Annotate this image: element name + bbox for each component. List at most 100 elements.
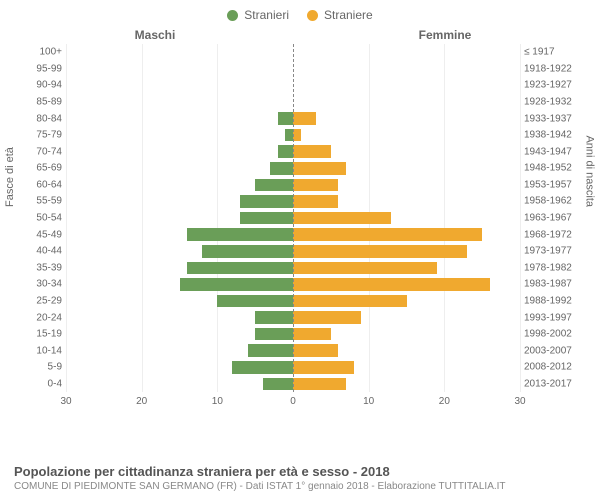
bar-female [293, 262, 437, 275]
bar-female [293, 179, 338, 192]
y-axis-label-left: Fasce di età [4, 147, 16, 207]
bar-male [255, 328, 293, 341]
birth-year-label: 1938-1942 [524, 130, 580, 141]
birth-year-label: 1943-1947 [524, 146, 580, 157]
bar-female [293, 212, 391, 225]
birth-year-label: 1978-1982 [524, 262, 580, 273]
birth-year-label: 1948-1952 [524, 163, 580, 174]
age-label: 75-79 [20, 130, 62, 141]
header-female: Femmine [300, 28, 580, 42]
chart-title: Popolazione per cittadinanza straniera p… [14, 464, 506, 479]
age-label: 90-94 [20, 80, 62, 91]
pyramid-chart: Maschi Femmine Fasce di età Anni di nasc… [20, 26, 580, 416]
bar-male [263, 378, 293, 391]
age-label: 0-4 [20, 378, 62, 389]
legend-item-male: Stranieri [227, 8, 289, 22]
birth-year-label: 2003-2007 [524, 345, 580, 356]
legend-item-female: Straniere [307, 8, 373, 22]
bar-female [293, 112, 316, 125]
birth-year-label: 1933-1937 [524, 113, 580, 124]
legend-label-male: Stranieri [244, 8, 289, 22]
bar-male [278, 145, 293, 158]
age-label: 45-49 [20, 229, 62, 240]
chart-footer: Popolazione per cittadinanza straniera p… [14, 464, 506, 492]
chart-subtitle: COMUNE DI PIEDIMONTE SAN GERMANO (FR) - … [14, 481, 506, 492]
swatch-female [307, 10, 318, 21]
age-label: 70-74 [20, 146, 62, 157]
column-headers: Maschi Femmine [20, 28, 580, 42]
birth-year-label: 1983-1987 [524, 279, 580, 290]
swatch-male [227, 10, 238, 21]
x-tick: 20 [136, 396, 147, 407]
bar-male [270, 162, 293, 175]
birth-year-label: 2013-2017 [524, 378, 580, 389]
age-label: 5-9 [20, 362, 62, 373]
birth-year-label: 1918-1922 [524, 63, 580, 74]
birth-year-label: 1958-1962 [524, 196, 580, 207]
birth-year-label: 1973-1977 [524, 246, 580, 257]
bar-male [278, 112, 293, 125]
bar-female [293, 129, 301, 142]
birth-year-label: 1963-1967 [524, 213, 580, 224]
bar-male [180, 278, 294, 291]
birth-year-label: 2008-2012 [524, 362, 580, 373]
y-axis-label-right: Anni di nascita [584, 135, 596, 207]
bar-female [293, 228, 482, 241]
bar-female [293, 162, 346, 175]
bar-male [255, 179, 293, 192]
x-tick: 10 [212, 396, 223, 407]
age-label: 55-59 [20, 196, 62, 207]
bar-male [232, 361, 293, 374]
bar-female [293, 361, 354, 374]
birth-year-label: 1953-1957 [524, 179, 580, 190]
bar-female [293, 328, 331, 341]
age-label: 10-14 [20, 345, 62, 356]
age-label: 60-64 [20, 179, 62, 190]
birth-year-label: 1993-1997 [524, 312, 580, 323]
gridline [520, 44, 521, 392]
bar-female [293, 378, 346, 391]
age-label: 25-29 [20, 295, 62, 306]
bar-male [202, 245, 293, 258]
age-label: 35-39 [20, 262, 62, 273]
birth-year-label: 1928-1932 [524, 97, 580, 108]
age-label: 65-69 [20, 163, 62, 174]
bar-male [240, 195, 293, 208]
bar-male [187, 262, 293, 275]
bar-male [248, 344, 293, 357]
age-label: 80-84 [20, 113, 62, 124]
birth-year-label: 1968-1972 [524, 229, 580, 240]
birth-year-label: 1923-1927 [524, 80, 580, 91]
age-label: 20-24 [20, 312, 62, 323]
birth-year-label: ≤ 1917 [524, 47, 580, 58]
age-label: 15-19 [20, 329, 62, 340]
birth-year-label: 1998-2002 [524, 329, 580, 340]
bar-female [293, 344, 338, 357]
x-tick: 30 [514, 396, 525, 407]
bar-male [255, 311, 293, 324]
age-label: 95-99 [20, 63, 62, 74]
x-axis: 3020100102030 [66, 394, 520, 412]
legend: Stranieri Straniere [0, 0, 600, 26]
bar-female [293, 145, 331, 158]
age-label: 40-44 [20, 246, 62, 257]
x-tick: 0 [290, 396, 296, 407]
bar-male [217, 295, 293, 308]
bar-male [285, 129, 293, 142]
header-male: Maschi [20, 28, 300, 42]
age-label: 50-54 [20, 213, 62, 224]
bar-female [293, 195, 338, 208]
bar-female [293, 295, 407, 308]
age-label: 100+ [20, 47, 62, 58]
bar-female [293, 245, 467, 258]
bar-female [293, 311, 361, 324]
age-label: 85-89 [20, 97, 62, 108]
bar-male [187, 228, 293, 241]
bar-male [240, 212, 293, 225]
center-axis [293, 44, 294, 392]
x-tick: 10 [363, 396, 374, 407]
age-label: 30-34 [20, 279, 62, 290]
bar-female [293, 278, 490, 291]
plot-area: 100+≤ 191795-991918-192290-941923-192785… [66, 44, 520, 392]
legend-label-female: Straniere [324, 8, 373, 22]
